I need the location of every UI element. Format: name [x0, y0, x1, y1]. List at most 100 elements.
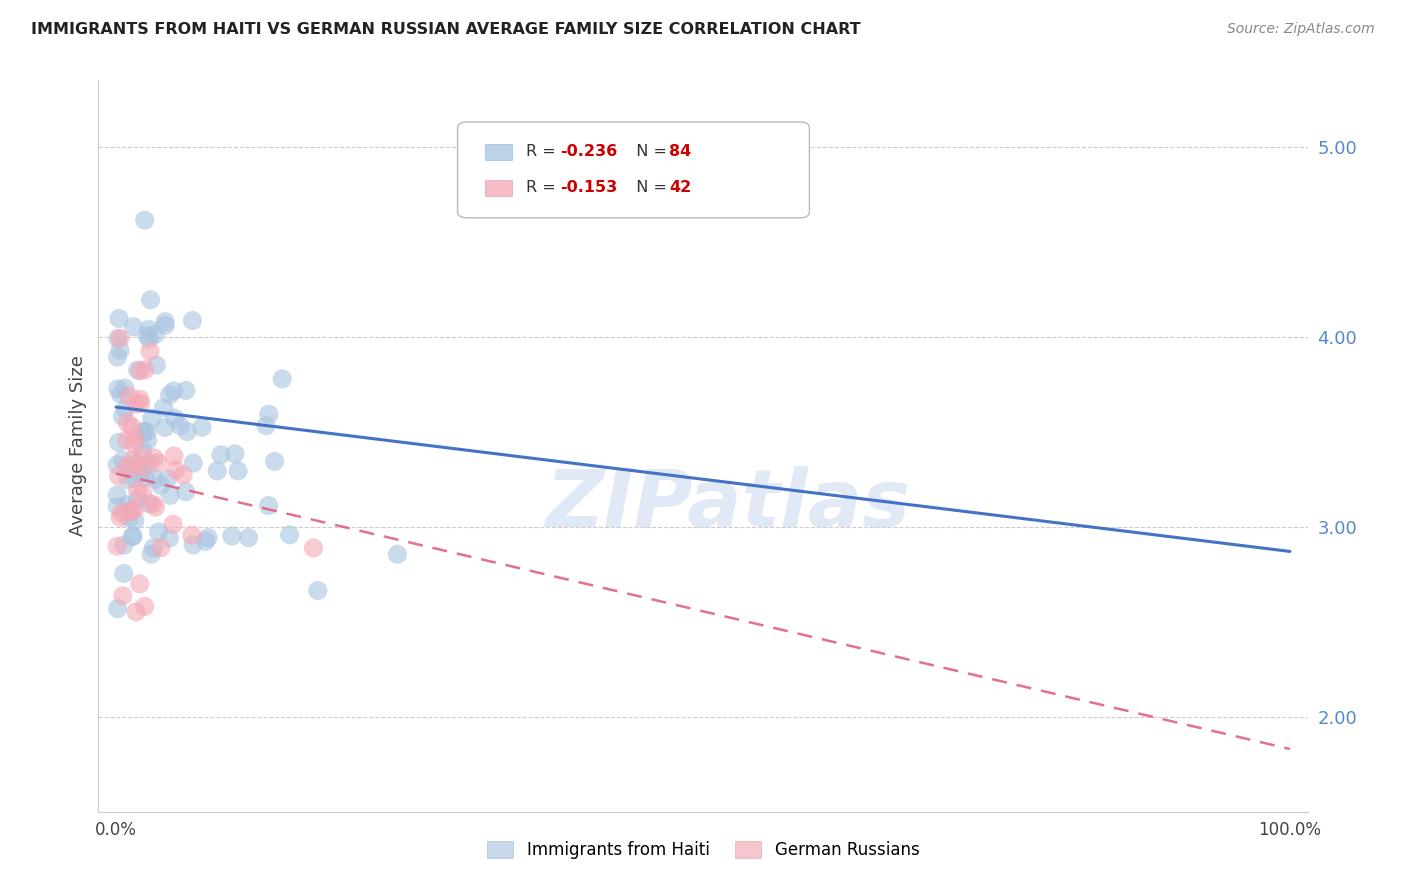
- Point: [162, 517, 184, 532]
- Point: [141, 497, 163, 511]
- Text: 42: 42: [669, 180, 692, 195]
- Point: [134, 424, 156, 438]
- Point: [148, 524, 170, 539]
- Point: [156, 472, 179, 486]
- Point: [145, 358, 167, 372]
- Point: [153, 315, 176, 329]
- Point: [163, 384, 186, 398]
- Point: [117, 473, 139, 487]
- Point: [111, 453, 134, 467]
- Point: [124, 513, 146, 527]
- Point: [163, 449, 186, 463]
- Point: [115, 498, 138, 512]
- Point: [145, 500, 167, 514]
- Point: [134, 599, 156, 614]
- Point: [108, 331, 131, 345]
- Point: [114, 381, 136, 395]
- Point: [107, 469, 129, 483]
- Text: -0.153: -0.153: [561, 180, 617, 195]
- Point: [127, 483, 149, 497]
- Point: [120, 505, 142, 519]
- Point: [221, 529, 243, 543]
- Point: [132, 425, 155, 439]
- Bar: [485, 180, 512, 196]
- Point: [143, 472, 166, 486]
- Point: [205, 464, 228, 478]
- Point: [152, 401, 174, 415]
- Point: [129, 364, 152, 378]
- Point: [194, 534, 217, 549]
- Point: [129, 396, 152, 410]
- Text: ZIPatlas: ZIPatlas: [544, 466, 910, 543]
- Point: [124, 456, 146, 470]
- Point: [127, 363, 149, 377]
- Point: [111, 409, 134, 424]
- Point: [254, 418, 277, 433]
- Point: [125, 605, 148, 619]
- Text: Source: ZipAtlas.com: Source: ZipAtlas.com: [1227, 22, 1375, 37]
- Point: [112, 566, 135, 581]
- Point: [174, 384, 197, 398]
- Point: [174, 484, 197, 499]
- Point: [181, 456, 204, 470]
- Point: [129, 392, 152, 406]
- Point: [226, 464, 249, 478]
- Y-axis label: Average Family Size: Average Family Size: [69, 356, 87, 536]
- Point: [125, 491, 148, 506]
- Point: [153, 420, 176, 434]
- Point: [132, 443, 155, 458]
- Point: [108, 510, 131, 524]
- Point: [122, 529, 145, 543]
- Point: [114, 402, 136, 417]
- Point: [128, 577, 150, 591]
- Point: [107, 435, 129, 450]
- Point: [136, 433, 159, 447]
- Point: [107, 382, 129, 396]
- Point: [134, 213, 156, 227]
- Point: [111, 589, 134, 603]
- Point: [159, 387, 181, 401]
- Point: [105, 539, 128, 553]
- Point: [134, 470, 156, 484]
- Point: [142, 541, 165, 555]
- Point: [149, 478, 172, 492]
- Point: [180, 528, 202, 542]
- Point: [122, 452, 145, 467]
- Point: [302, 541, 325, 555]
- Point: [122, 319, 145, 334]
- Point: [197, 531, 219, 545]
- Point: [121, 530, 143, 544]
- Point: [121, 420, 143, 434]
- Point: [132, 460, 155, 475]
- Point: [257, 499, 280, 513]
- Text: N =: N =: [626, 180, 672, 195]
- Point: [278, 528, 301, 542]
- Point: [139, 547, 162, 561]
- Text: 84: 84: [669, 145, 692, 160]
- Legend: Immigrants from Haiti, German Russians: Immigrants from Haiti, German Russians: [479, 834, 927, 865]
- Point: [143, 450, 166, 465]
- Point: [307, 583, 329, 598]
- Point: [111, 506, 134, 520]
- Text: R =: R =: [526, 145, 561, 160]
- Point: [163, 411, 186, 425]
- Point: [138, 332, 160, 346]
- Point: [124, 397, 146, 411]
- Point: [149, 541, 172, 555]
- Point: [136, 425, 159, 439]
- Point: [129, 467, 152, 481]
- Point: [110, 387, 132, 401]
- Point: [141, 411, 163, 425]
- Bar: [485, 144, 512, 160]
- Point: [191, 420, 214, 434]
- Point: [118, 389, 141, 403]
- Point: [136, 328, 159, 343]
- Point: [169, 418, 191, 433]
- Point: [139, 344, 162, 359]
- Point: [271, 372, 294, 386]
- Point: [124, 431, 146, 445]
- Point: [159, 531, 181, 545]
- Text: N =: N =: [626, 145, 672, 160]
- Point: [132, 486, 155, 500]
- Point: [105, 488, 128, 502]
